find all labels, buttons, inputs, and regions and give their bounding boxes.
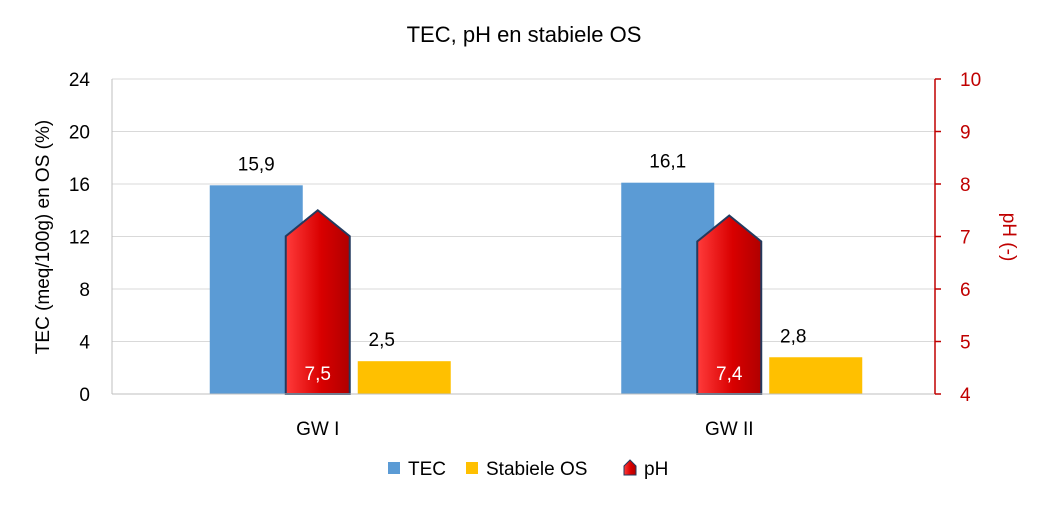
y-tick-label: 20	[69, 123, 90, 144]
left-axis-ticks: 0 4 8 12 16 20 24	[69, 70, 91, 406]
legend-label: Stabiele OS	[486, 459, 587, 480]
right-axis-ticks: 4 5 6 7 8 9 10	[935, 70, 981, 406]
y-tick-label: 12	[69, 228, 90, 249]
category-axis-labels: GW I GW II	[296, 419, 753, 440]
data-labels: 15,9 2,5 7,5 16,1 2,8 7,4	[238, 152, 807, 385]
y2-tick-label: 4	[960, 385, 971, 406]
bar-stabiele-os	[769, 357, 863, 394]
legend-swatch-stabiele-os	[466, 462, 478, 474]
bars	[209, 182, 863, 395]
legend: TEC Stabiele OS pH	[388, 459, 668, 480]
y2-tick-label: 6	[960, 280, 971, 301]
y-tick-label: 4	[79, 333, 90, 354]
y2-tick-label: 9	[960, 123, 971, 144]
data-label-ph: 7,5	[305, 364, 331, 385]
y2-tick-label: 10	[960, 70, 981, 91]
y-tick-label: 8	[79, 280, 90, 301]
x-tick-label: GW II	[705, 419, 754, 440]
y2-tick-label: 8	[960, 175, 971, 196]
bar-stabiele-os	[357, 361, 451, 394]
y2-tick-label: 7	[960, 228, 971, 249]
data-label-ph: 7,4	[716, 364, 743, 385]
chart-title: TEC, pH en stabiele OS	[407, 22, 642, 47]
y2-tick-label: 5	[960, 333, 971, 354]
data-label-tec: 16,1	[649, 152, 686, 173]
legend-swatch-ph	[623, 459, 637, 476]
y-tick-label: 24	[69, 70, 91, 91]
y-tick-label: 0	[79, 385, 90, 406]
x-tick-label: GW I	[296, 419, 339, 440]
y-axis-title: TEC (meq/100g) en OS (%)	[33, 120, 54, 354]
y-tick-label: 16	[69, 175, 90, 196]
legend-label: pH	[644, 459, 668, 480]
data-label-os: 2,5	[369, 330, 395, 351]
data-label-os: 2,8	[780, 326, 806, 347]
data-label-tec: 15,9	[238, 154, 275, 175]
legend-swatch-tec	[388, 462, 400, 474]
legend-label: TEC	[408, 459, 446, 480]
y2-axis-title: pH (-)	[998, 213, 1019, 262]
